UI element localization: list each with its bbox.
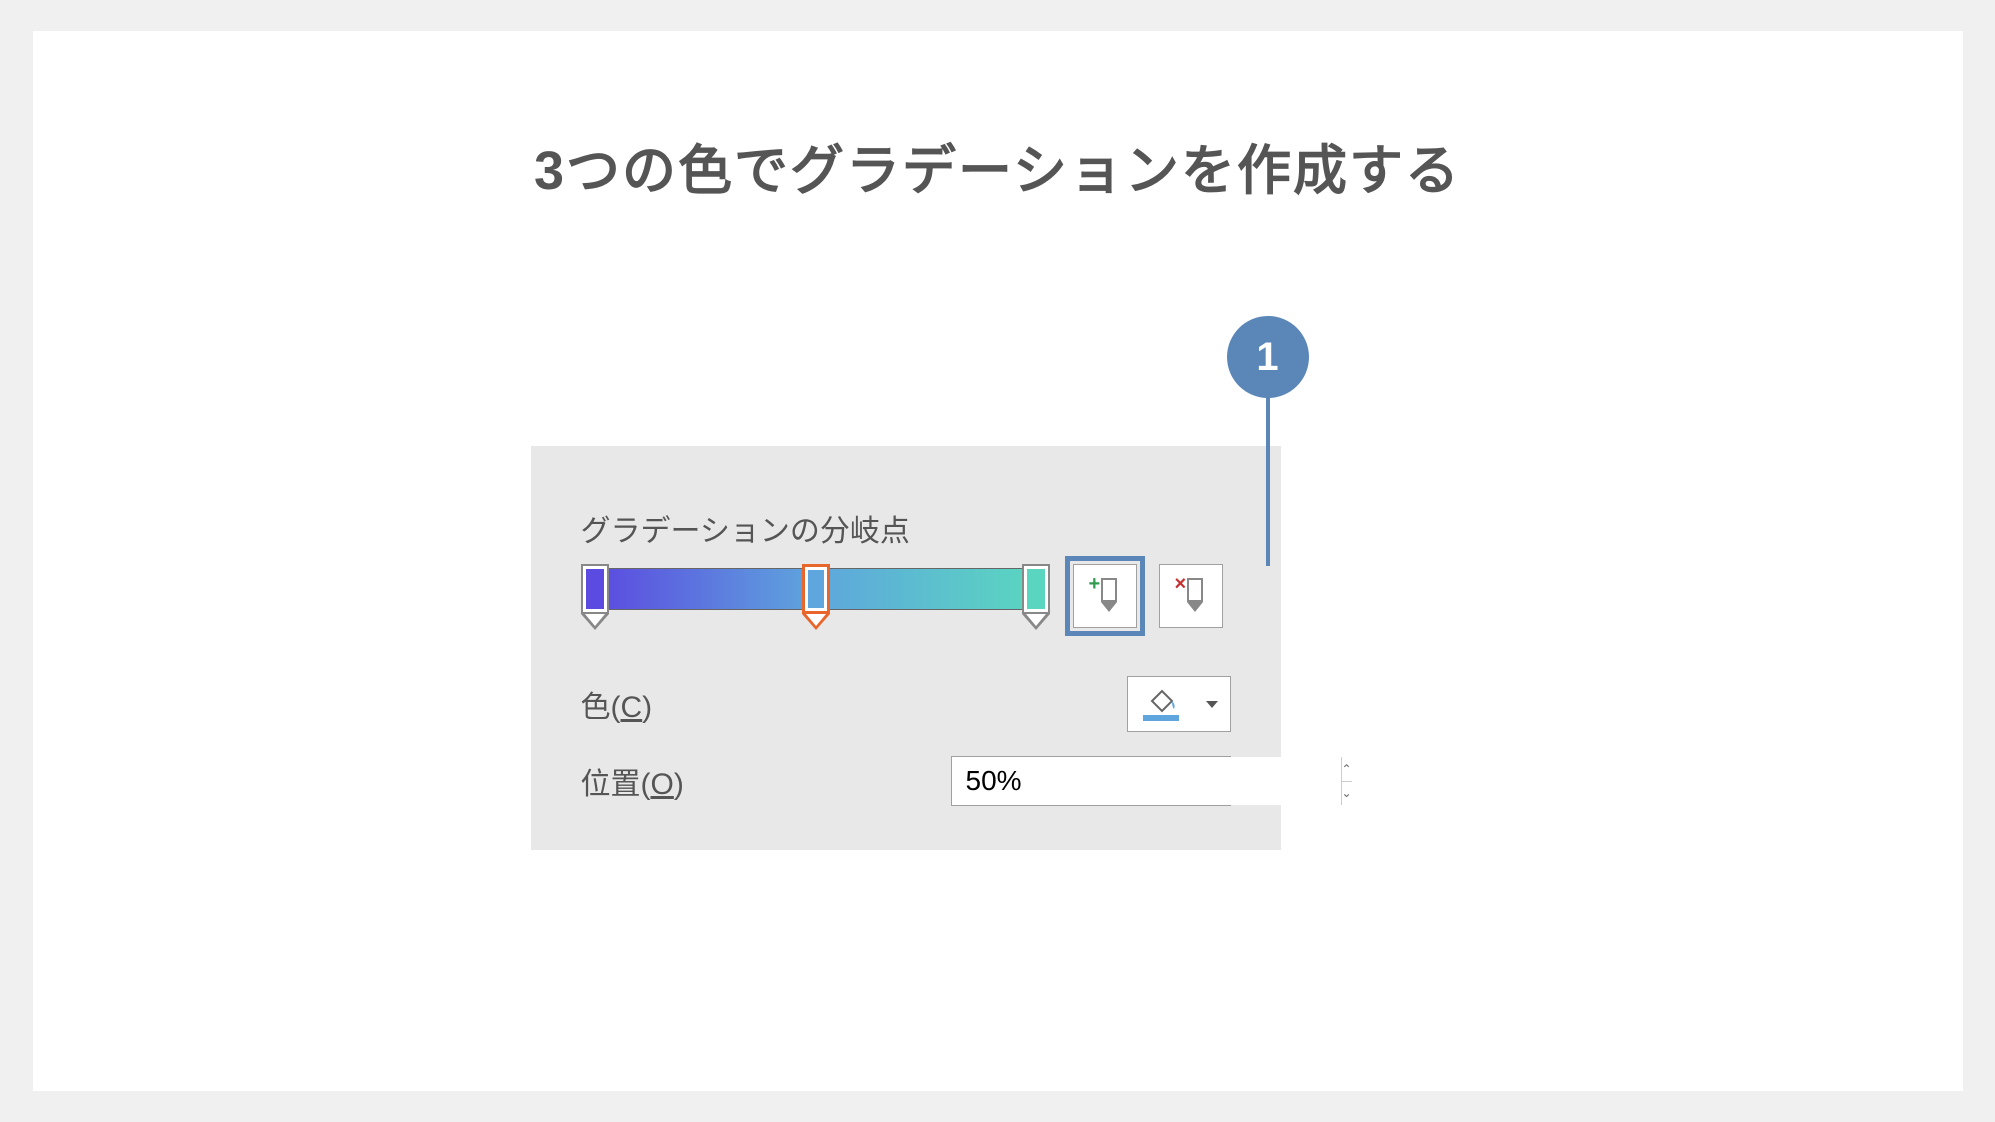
callout-leader-line xyxy=(1266,398,1270,566)
gradient-editor-row: + × xyxy=(581,564,1231,648)
slide-canvas: 3つの色でグラデーションを作成する 1 グラデーションの分岐点 + × xyxy=(33,31,1963,1091)
gradient-stops-panel: グラデーションの分岐点 + × xyxy=(531,446,1281,850)
color-picker-button[interactable] xyxy=(1127,676,1231,732)
current-color-swatch xyxy=(1143,715,1179,721)
add-stop-icon: + xyxy=(1093,578,1117,614)
position-label: 位置(O) xyxy=(581,759,684,803)
gradient-stops-label: グラデーションの分岐点 xyxy=(581,506,1231,550)
spinner-up-button[interactable]: ⌃ xyxy=(1342,757,1352,782)
gradient-stop[interactable] xyxy=(1022,564,1050,634)
add-gradient-stop-button[interactable]: + xyxy=(1073,564,1137,628)
spinner-down-button[interactable]: ⌄ xyxy=(1342,782,1352,806)
position-field-row: 位置(O) ⌃ ⌄ xyxy=(581,756,1231,806)
paint-bucket-icon xyxy=(1146,687,1176,713)
color-label: 色(C) xyxy=(581,682,653,726)
remove-stop-icon: × xyxy=(1179,578,1203,614)
page-title: 3つの色でグラデーションを作成する xyxy=(33,126,1963,205)
gradient-stop[interactable] xyxy=(581,564,609,634)
position-spinner[interactable]: ⌃ ⌄ xyxy=(951,756,1231,806)
chevron-down-icon xyxy=(1206,701,1218,708)
remove-gradient-stop-button[interactable]: × xyxy=(1159,564,1223,628)
callout-1: 1 xyxy=(1227,316,1309,566)
gradient-stop[interactable] xyxy=(802,564,830,634)
callout-badge: 1 xyxy=(1227,316,1309,398)
position-input[interactable] xyxy=(952,757,1341,805)
gradient-track[interactable] xyxy=(581,564,1051,648)
color-field-row: 色(C) xyxy=(581,676,1231,732)
